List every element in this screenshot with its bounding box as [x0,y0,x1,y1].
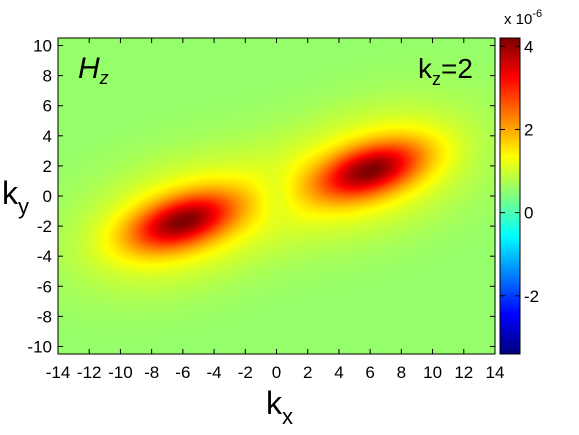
y-tick-label: 4 [43,127,52,146]
y-tick-label: 6 [43,97,52,116]
x-tick-label: 10 [423,363,442,382]
plot-area: -14 -12 -10 -8 -6 -4 -2 0 2 4 6 8 10 12 14 -10 -8 -6 -4 -2… [27,37,504,382]
y-axis-ticks: -10 -8 -6 -4 -2 0 2 4 6 8 10 [27,37,495,356]
x-axis-ticks: -14 -12 -10 -8 -6 -4 -2 0 2 4 6 8 10 12 14 [46,38,505,382]
quantity-label: Hz [78,52,109,88]
x-tick-label: 4 [334,363,343,382]
y-tick-label: -6 [37,277,52,296]
x-tick-label: 12 [454,363,473,382]
y-tick-label: 10 [33,37,52,56]
y-tick-label: -8 [37,307,52,326]
y-tick-label: -10 [27,337,52,356]
x-tick-label: -2 [238,363,253,382]
colorbar: -2 0 2 4 x 10-6 [499,8,542,355]
kz-annotation: kz=2 [418,53,473,89]
colorbar-tick-label: -2 [524,287,539,306]
y-tick-label: -2 [37,217,52,236]
x-tick-label: 2 [303,363,312,382]
colorbar-exponent: x 10-6 [504,8,542,28]
colorbar-ticks: -2 0 2 4 [500,37,539,306]
x-tick-label: -8 [144,363,159,382]
x-tick-label: 0 [272,363,281,382]
colorbar-tick-label: 0 [524,204,533,223]
x-tick-label: -4 [207,363,222,382]
x-tick-label: 6 [365,363,374,382]
y-tick-label: 2 [43,157,52,176]
y-tick-label: 0 [43,187,52,206]
heatmap-image [58,38,495,354]
colorbar-tick-label: 4 [524,37,533,56]
y-tick-label: -4 [37,247,52,266]
colorbar-tick-label: 2 [524,120,533,139]
colorbar-gradient [499,37,521,355]
y-axis-label: ky [2,175,29,219]
x-tick-label: -10 [108,363,133,382]
y-tick-label: 8 [43,67,52,86]
x-tick-label: 8 [397,363,406,382]
x-tick-label: -12 [77,363,102,382]
x-tick-label: 14 [486,363,505,382]
x-tick-label: -14 [46,363,71,382]
x-axis-label: kx [266,385,293,429]
x-tick-label: -6 [175,363,190,382]
